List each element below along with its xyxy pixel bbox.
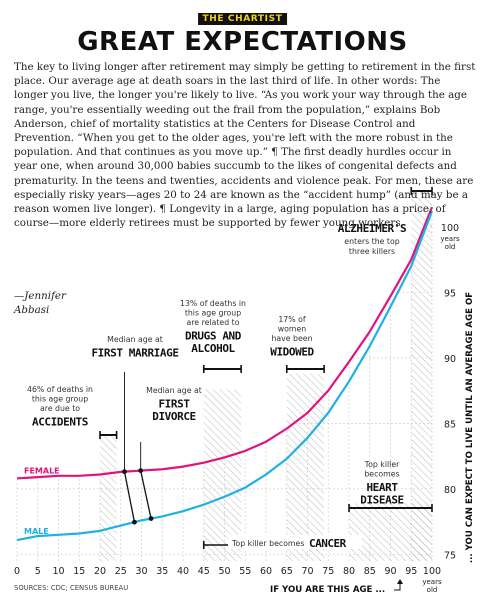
first-marriage-male-dot bbox=[132, 519, 137, 525]
x-tick-label: 70 bbox=[301, 566, 313, 577]
drugs-alcohol-big-text: ALCOHOL bbox=[191, 342, 235, 355]
x-tick-label: 85 bbox=[364, 566, 376, 577]
x-tick-label: 90 bbox=[384, 566, 396, 577]
first-divorce-small-text: Median age at bbox=[146, 386, 202, 395]
first-divorce-male-dot bbox=[148, 516, 154, 521]
accidents-big-text: ACCIDENTS bbox=[32, 416, 88, 429]
alzheimers-big-text: ALZHEIMER'S bbox=[338, 222, 406, 235]
widowed-small-text: women bbox=[278, 325, 307, 334]
x-axis-arrowhead bbox=[397, 579, 403, 584]
cancer-label-bg bbox=[228, 535, 362, 549]
heart-disease-big-text: DISEASE bbox=[360, 494, 404, 507]
drugs-alcohol-small-text: this age group bbox=[185, 309, 241, 318]
y-unit-label-1: years bbox=[440, 235, 460, 243]
drugs-alcohol-small-text: 13% of deaths in bbox=[180, 299, 246, 308]
x-tick-label: 5 bbox=[35, 566, 41, 577]
drugs-alcohol-small-text: are related to bbox=[187, 318, 240, 327]
accidents-small-text: 46% of deaths in bbox=[27, 385, 93, 394]
article-body: The key to living longer after retiremen… bbox=[14, 61, 476, 230]
x-axis-title: IF YOU ARE THIS AGE ... bbox=[270, 585, 385, 595]
alzheimers-small-text: enters the top bbox=[344, 237, 399, 246]
x-tick-label: 15 bbox=[73, 566, 85, 577]
heart-disease-big-text: HEART bbox=[366, 481, 398, 494]
first-divorce-connector bbox=[140, 470, 152, 519]
y-tick-label: 85 bbox=[444, 419, 456, 430]
alzheimers-small-text: three killers bbox=[349, 247, 395, 256]
source-note: SOURCES: CDC; CENSUS BUREAU bbox=[14, 584, 128, 592]
x-tick-label: 35 bbox=[156, 566, 168, 577]
x-tick-label: 30 bbox=[135, 566, 147, 577]
x-tick-label: 0 bbox=[14, 566, 20, 577]
accidents-small-text: this age group bbox=[32, 395, 88, 404]
y-tick-label: 75 bbox=[444, 550, 456, 561]
x-tick-label: 75 bbox=[322, 566, 334, 577]
x-unit-label-2: old bbox=[427, 586, 438, 594]
y-tick-label: 95 bbox=[444, 288, 456, 299]
x-tick-label: 20 bbox=[94, 566, 106, 577]
cancer-big-text: CANCER bbox=[309, 537, 347, 550]
x-tick-label: 55 bbox=[239, 566, 251, 577]
x-tick-label: 100 bbox=[423, 566, 441, 577]
first-divorce-big-text: FIRST bbox=[158, 398, 190, 411]
female-series-label: FEMALE bbox=[24, 466, 60, 475]
widowed-small-text: have been bbox=[271, 334, 312, 343]
widowed-small-text: 17% of bbox=[278, 315, 306, 324]
first-divorce-female-dot bbox=[138, 468, 144, 474]
accidents-band bbox=[100, 436, 117, 561]
x-tick-label: 50 bbox=[218, 566, 230, 577]
article-byline: —Jennifer Abbasi bbox=[14, 290, 66, 317]
x-tick-label: 95 bbox=[405, 566, 417, 577]
x-tick-label: 45 bbox=[198, 566, 210, 577]
x-tick-label: 10 bbox=[52, 566, 64, 577]
y-axis-title: ... YOU CAN EXPECT TO LIVE UNTIL AN AVER… bbox=[465, 292, 475, 563]
first-marriage-connector bbox=[123, 471, 136, 523]
page-title: GREAT EXPECTATIONS bbox=[77, 27, 408, 57]
y-tick-label: 90 bbox=[444, 354, 456, 365]
x-tick-label: 60 bbox=[260, 566, 272, 577]
accidents-small-text: are due to bbox=[40, 404, 80, 413]
drugs-alcohol-big-text: DRUGS AND bbox=[185, 330, 242, 343]
first-marriage-female-dot bbox=[122, 469, 127, 475]
y-tick-label: 80 bbox=[444, 485, 456, 496]
first-marriage-big-text: FIRST MARRIAGE bbox=[91, 347, 178, 360]
y-unit-label-2: old bbox=[445, 243, 456, 251]
cancer-small-text: Top killer becomes bbox=[231, 539, 304, 548]
alzheimers-band bbox=[411, 194, 432, 561]
chartist-badge: THE CHARTIST bbox=[197, 13, 288, 25]
x-tick-label: 40 bbox=[177, 566, 189, 577]
x-axis-arrow bbox=[394, 582, 401, 591]
heart-disease-small-text: becomes bbox=[364, 470, 399, 479]
male-series-label: MALE bbox=[24, 527, 49, 536]
first-divorce-big-text: DIVORCE bbox=[152, 410, 196, 423]
heart-disease-small-text: Top killer bbox=[364, 460, 400, 469]
widowed-band bbox=[286, 373, 325, 561]
x-tick-label: 65 bbox=[281, 566, 293, 577]
x-tick-label: 25 bbox=[115, 566, 127, 577]
first-marriage-small-text: Median age at bbox=[107, 335, 163, 344]
drugs-alcohol-band bbox=[203, 389, 242, 561]
widowed-big-text: WIDOWED bbox=[270, 346, 314, 359]
y-tick-label: 100 bbox=[441, 223, 459, 234]
x-tick-label: 80 bbox=[343, 566, 355, 577]
x-unit-label-1: years bbox=[422, 578, 442, 586]
